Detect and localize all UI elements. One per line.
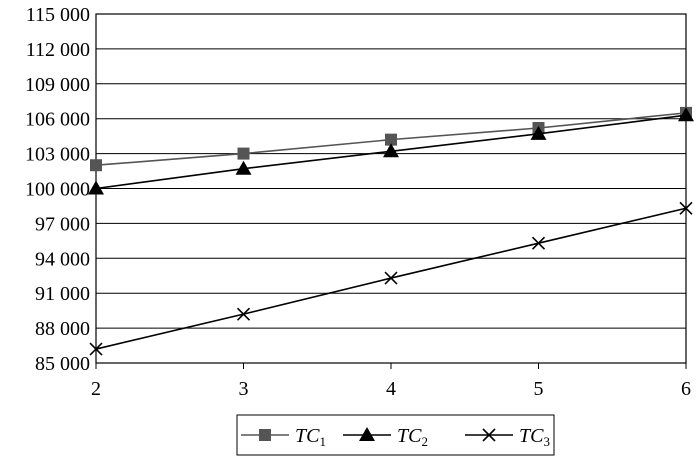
cross-stroke: [531, 236, 546, 250]
data-point: [678, 107, 694, 122]
legend: TC1 TC2 TC3: [236, 414, 555, 456]
data-point: [89, 342, 103, 356]
y-axis-ticks: 85 000 88 000 91 000 94 000 97 000 100 000 103…: [25, 4, 90, 375]
legend-subscript: 1: [319, 434, 326, 449]
x-tick-label: 5: [534, 378, 544, 400]
y-tick-label: 112 000: [26, 39, 90, 61]
x-axis-ticks: 2 3 4 5 6: [91, 363, 691, 400]
y-tick-label: 115 000: [26, 4, 90, 26]
y-tick-label: 100 000: [25, 179, 90, 201]
data-point: [530, 125, 547, 140]
data-point: [384, 271, 398, 285]
series-3: [89, 201, 693, 356]
cross-stroke: [384, 271, 398, 285]
x-tick-label: 3: [239, 378, 249, 400]
x-tick-label: 4: [386, 378, 396, 400]
data-point: [235, 160, 252, 175]
legend-marker: [482, 428, 496, 442]
cross-stroke: [236, 307, 251, 321]
data-point: [88, 180, 104, 195]
y-tick-label: 103 000: [25, 144, 90, 166]
cross-stroke: [482, 428, 496, 442]
legend-subscript: 2: [421, 434, 428, 449]
data-point: [531, 236, 546, 250]
data-point: [237, 147, 250, 160]
data-point: [90, 159, 102, 172]
data-point: [383, 143, 399, 158]
series-group: [88, 106, 694, 356]
y-tick-label: 106 000: [25, 109, 90, 131]
data-point: [679, 201, 693, 215]
cross-stroke: [679, 201, 693, 215]
data-point: [385, 133, 397, 146]
series-2: [88, 107, 694, 195]
x-tick-label: 2: [91, 378, 101, 400]
y-tick-label: 85 000: [35, 353, 90, 375]
series-1: [90, 106, 692, 172]
y-tick-label: 88 000: [35, 318, 90, 340]
cross-stroke: [89, 342, 103, 356]
y-tick-label: 109 000: [25, 74, 90, 96]
x-tick-label: 6: [681, 378, 691, 400]
legend-marker: [259, 429, 271, 441]
y-tick-label: 94 000: [35, 248, 90, 270]
y-tick-label: 97 000: [35, 213, 90, 235]
legend-marker: [359, 427, 375, 441]
legend-subscript: 3: [543, 434, 550, 449]
data-point: [236, 307, 251, 321]
gridlines: [96, 13, 686, 364]
y-tick-label: 91 000: [35, 283, 90, 305]
